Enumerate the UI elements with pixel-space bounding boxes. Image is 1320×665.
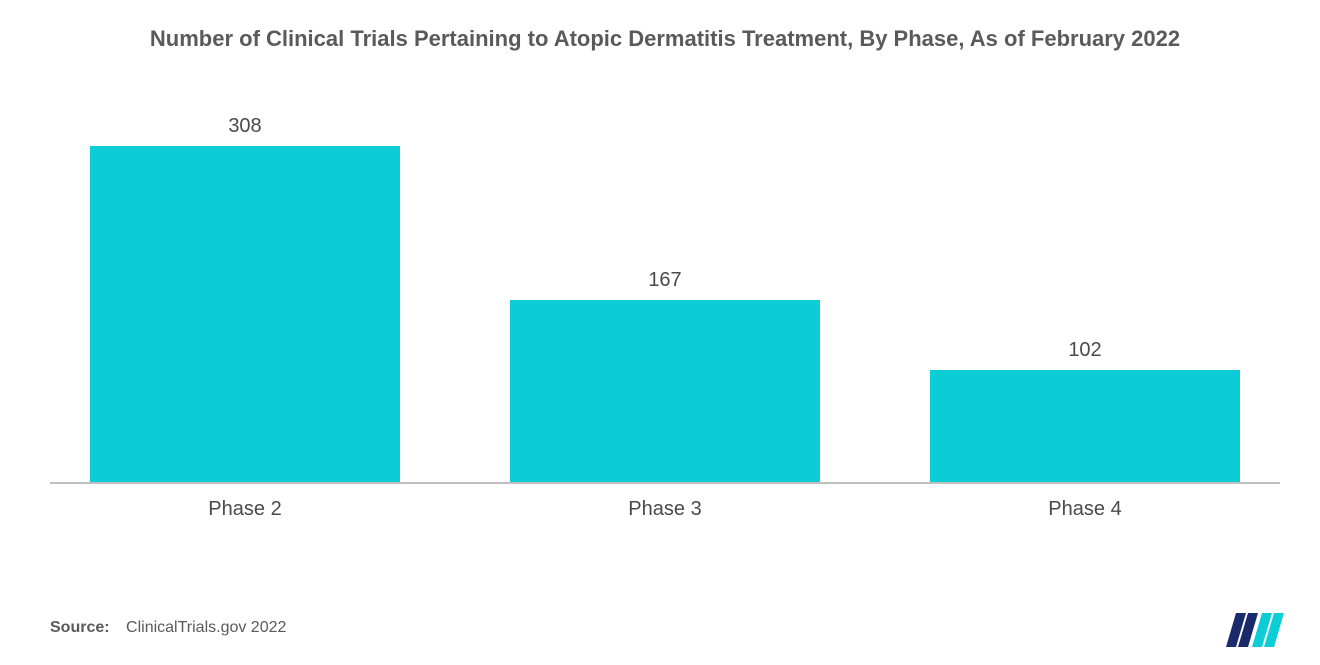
- bar-slot: 308: [90, 115, 400, 482]
- x-axis-label: Phase 4: [930, 498, 1240, 521]
- bar: [510, 300, 820, 482]
- bar-value-label: 167: [648, 269, 681, 292]
- source-text: ClinicalTrials.gov 2022: [126, 619, 286, 636]
- bar: [90, 146, 400, 482]
- bar-slot: 102: [930, 339, 1240, 481]
- x-axis-label: Phase 2: [90, 498, 400, 521]
- bar-value-label: 308: [228, 115, 261, 138]
- bar-value-label: 102: [1068, 339, 1101, 362]
- bar-slot: 167: [510, 269, 820, 482]
- x-axis-labels: Phase 2 Phase 3 Phase 4: [50, 484, 1280, 521]
- x-axis-label: Phase 3: [510, 498, 820, 521]
- bars-group: 308167102: [50, 124, 1280, 482]
- chart-container: Number of Clinical Trials Pertaining to …: [0, 0, 1320, 665]
- bar: [930, 370, 1240, 481]
- source-label: Source:: [50, 619, 110, 636]
- chart-title: Number of Clinical Trials Pertaining to …: [110, 24, 1220, 54]
- plot-area: 308167102: [50, 124, 1280, 484]
- source-line: Source: ClinicalTrials.gov 2022: [50, 619, 286, 637]
- brand-logo-icon: [1224, 607, 1288, 647]
